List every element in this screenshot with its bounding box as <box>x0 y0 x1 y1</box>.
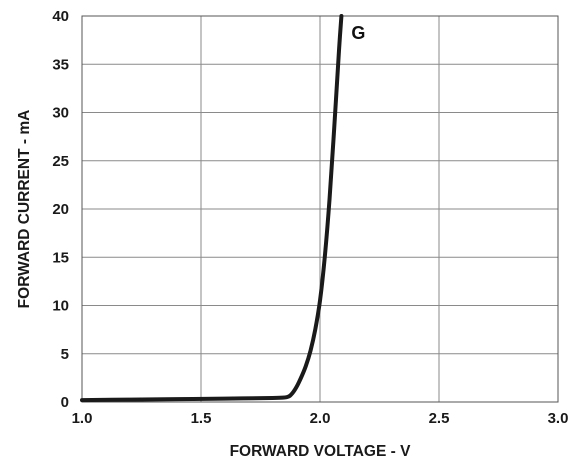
series-label-g: G <box>351 23 365 43</box>
series-lines <box>80 14 344 403</box>
x-axis-title: FORWARD VOLTAGE - V <box>230 443 411 460</box>
x-tick-label: 1.5 <box>191 410 212 427</box>
x-axis-ticks: 1.0 1.5 2.0 2.5 3.0 <box>72 410 569 427</box>
plot-frame <box>81 15 559 403</box>
y-tick-label: 0 <box>61 394 69 411</box>
y-axis-ticks: 0 5 10 15 20 25 30 35 40 <box>52 8 69 411</box>
series-labels: G <box>351 23 365 43</box>
y-tick-label: 5 <box>61 346 69 363</box>
x-tick-label: 2.0 <box>310 410 331 427</box>
y-tick-label: 10 <box>52 298 69 315</box>
x-tick-label: 3.0 <box>548 410 569 427</box>
y-tick-label: 15 <box>52 249 69 266</box>
y-tick-label: 35 <box>52 56 69 73</box>
y-tick-label: 30 <box>52 105 69 122</box>
y-tick-label: 20 <box>52 201 69 218</box>
series-line-g <box>80 14 344 403</box>
y-axis-title: FORWARD CURRENT - mA <box>16 110 33 309</box>
y-tick-label: 40 <box>52 8 69 25</box>
x-tick-label: 1.0 <box>72 410 93 427</box>
y-tick-label: 25 <box>52 153 69 170</box>
x-tick-label: 2.5 <box>429 410 450 427</box>
